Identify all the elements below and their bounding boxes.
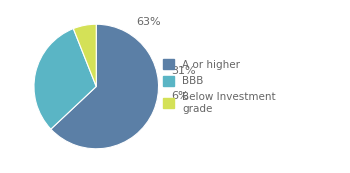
Text: 31%: 31% <box>171 66 195 76</box>
Wedge shape <box>51 24 159 149</box>
Wedge shape <box>34 29 96 129</box>
Text: 63%: 63% <box>136 17 161 27</box>
Legend: A or higher, BBB, Below Investment
grade: A or higher, BBB, Below Investment grade <box>161 57 278 116</box>
Text: 6%: 6% <box>172 91 189 101</box>
Wedge shape <box>73 24 96 86</box>
